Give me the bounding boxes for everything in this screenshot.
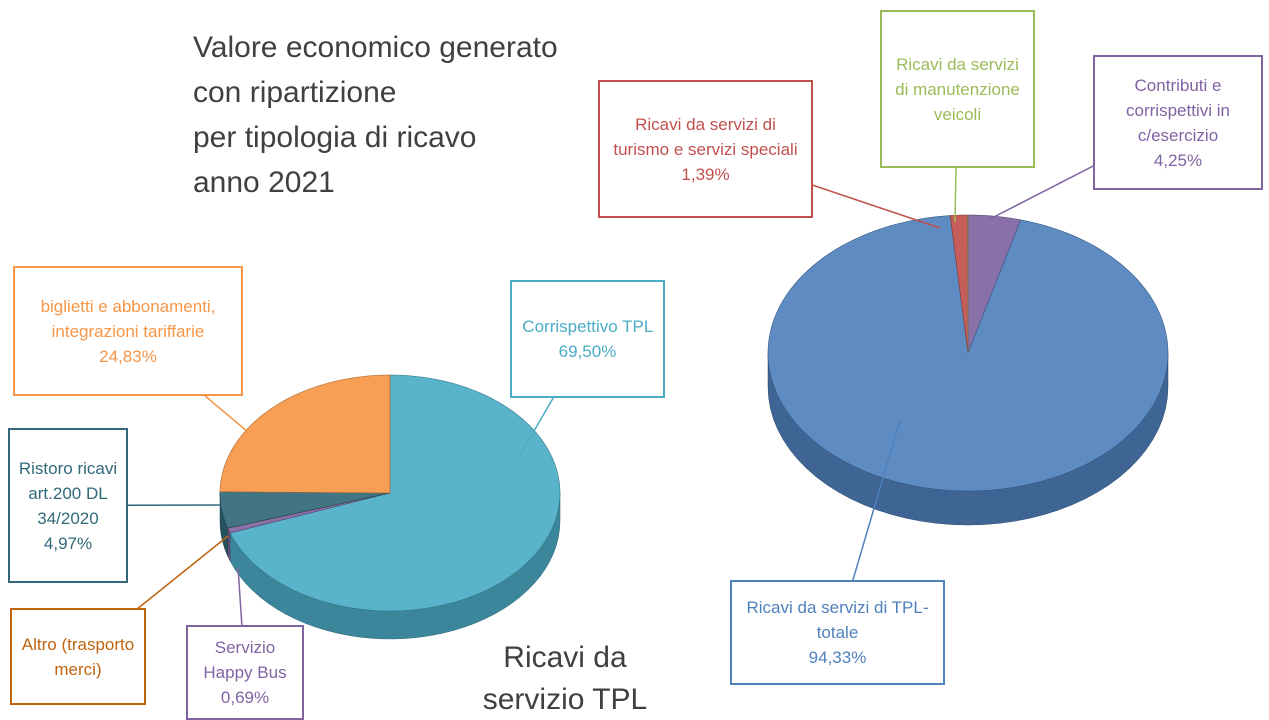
title-line: per tipologia di ricavo bbox=[193, 121, 477, 154]
title-line: Valore economico generato bbox=[193, 31, 558, 64]
value-label: 94,33% bbox=[808, 648, 867, 667]
category-label: biglietti e abbonamenti, integrazioni ta… bbox=[40, 296, 216, 341]
slice bbox=[219, 491, 391, 529]
callout-text: Ricavi da servizi di TPL-totale 94,33% bbox=[740, 595, 935, 670]
value-label: 4,97% bbox=[43, 533, 93, 553]
callout-text: Ristoro ricavi art.200 DL 34/2020 4,97% bbox=[18, 456, 118, 556]
callout: Contributi e corrispettivi in c/esercizi… bbox=[1093, 55, 1263, 190]
callout: biglietti e abbonamenti, integrazioni ta… bbox=[13, 266, 243, 396]
callout: Ricavi da servizi di manutenzione veicol… bbox=[880, 10, 1035, 168]
value-label: 69,50% bbox=[558, 342, 617, 361]
callout-text: Contributi e corrispettivi in c/esercizi… bbox=[1103, 73, 1253, 173]
category-label: Contributi e corrispettivi in c/esercizi… bbox=[1126, 75, 1230, 145]
category-label: Ricavi da servizi di TPL-totale bbox=[746, 598, 929, 642]
callout-text: biglietti e abbonamenti, integrazioni ta… bbox=[23, 294, 233, 369]
slice bbox=[767, 215, 1169, 492]
category-label: Ricavi da servizi di manutenzione veicol… bbox=[895, 54, 1020, 124]
slice-side bbox=[227, 528, 231, 562]
callout-text: Servizio Happy Bus 0,69% bbox=[196, 635, 294, 710]
category-label: Altro (trasporto merci) bbox=[21, 634, 135, 679]
slice bbox=[229, 374, 561, 612]
slice bbox=[219, 374, 391, 494]
category-label: Servizio Happy Bus bbox=[203, 638, 287, 682]
value-label: 24,83% bbox=[99, 346, 157, 366]
value-label: 4,25% bbox=[1153, 150, 1203, 170]
chart-title: Ricavi da servizio TPL bbox=[482, 641, 648, 716]
callout: Altro (trasporto merci) bbox=[10, 608, 146, 705]
callout: Ricavi da servizi di turismo e servizi s… bbox=[598, 80, 813, 218]
callout-text: Corrispettivo TPL 69,50% bbox=[520, 314, 655, 364]
title-line: con ripartizione bbox=[193, 76, 397, 109]
value-label: 0,69% bbox=[220, 688, 270, 707]
value-label: 1,39% bbox=[681, 164, 730, 184]
callout: Ristoro ricavi art.200 DL 34/2020 4,97% bbox=[8, 428, 128, 583]
title-block: Valore economico generato con ripartizio… bbox=[193, 25, 558, 205]
category-label: Ricavi da servizi di turismo e servizi s… bbox=[613, 114, 798, 159]
callout: Servizio Happy Bus 0,69% bbox=[186, 625, 304, 720]
callout-text: Ricavi da servizi di manutenzione veicol… bbox=[890, 52, 1025, 127]
category-label: Corrispettivo TPL bbox=[522, 317, 653, 336]
callout-text: Altro (trasporto merci) bbox=[20, 632, 136, 682]
callout-text: Ricavi da servizi di turismo e servizi s… bbox=[608, 112, 803, 187]
callout: Corrispettivo TPL 69,50% bbox=[510, 280, 665, 398]
category-label: Ristoro ricavi art.200 DL 34/2020 bbox=[18, 458, 118, 528]
title-line: anno 2021 bbox=[193, 166, 335, 199]
callout: Ricavi da servizi di TPL-totale 94,33% bbox=[730, 580, 945, 685]
